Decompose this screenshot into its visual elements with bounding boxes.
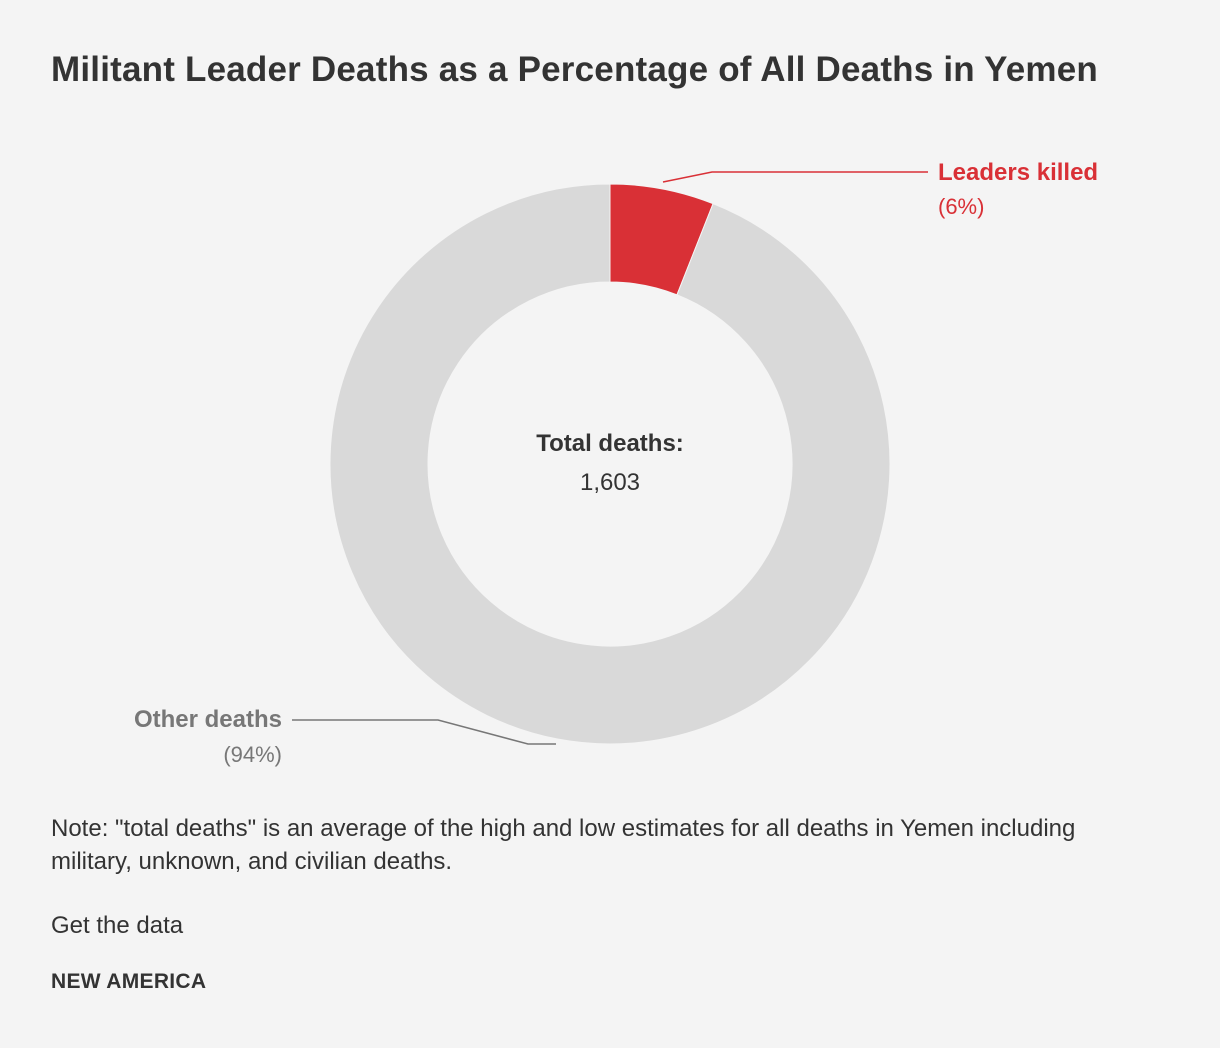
center-label: Total deaths:	[536, 430, 684, 457]
other-leader-line	[292, 719, 556, 745]
chart-title: Militant Leader Deaths as a Percentage o…	[51, 50, 1098, 89]
slices-group	[329, 183, 891, 745]
brand-logo: NEW AMERICA	[51, 970, 207, 993]
leaders-leader-line	[662, 171, 928, 183]
chart-note: Note: "total deaths" is an average of th…	[51, 815, 1076, 875]
other-label: Other deaths	[134, 706, 282, 733]
get-data-link[interactable]: Get the data	[51, 912, 184, 939]
other-value-label: (94%)	[223, 742, 282, 767]
slice-other-deaths	[329, 183, 891, 745]
center-value: 1,603	[580, 469, 640, 496]
donut-chart: Leaders killed (6%) Other deaths (94%) T…	[134, 159, 1098, 767]
leaders-value-label: (6%)	[938, 194, 984, 219]
leaders-label: Leaders killed	[938, 159, 1098, 186]
